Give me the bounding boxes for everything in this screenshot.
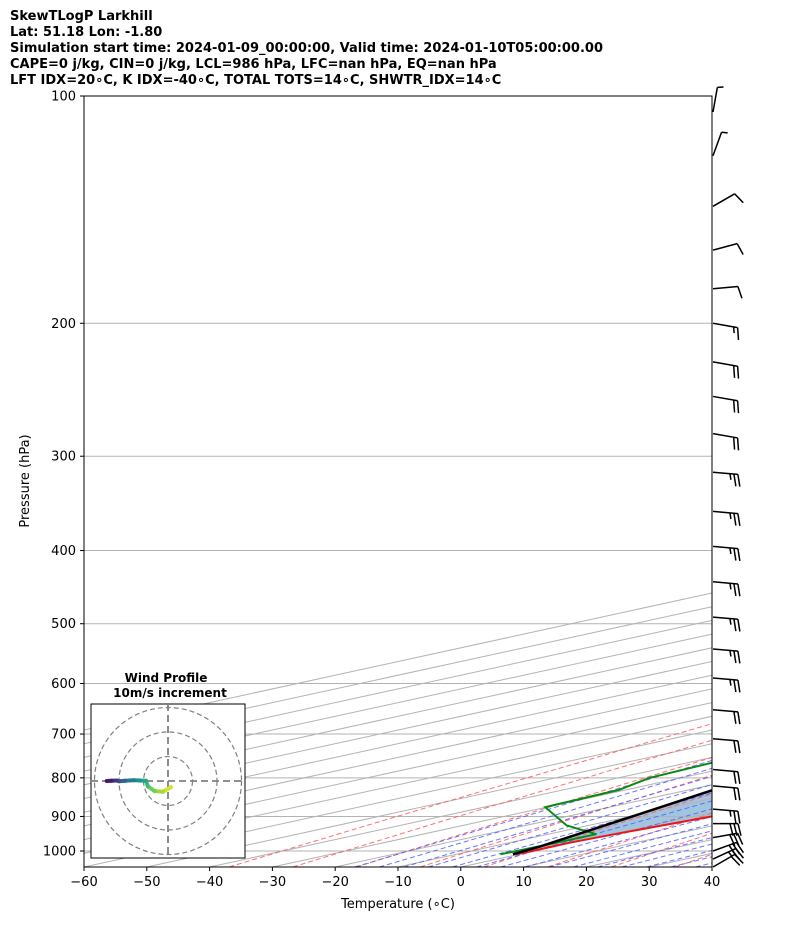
y-tick-label: 700 (51, 728, 76, 743)
moist-adiabat-line (548, 823, 712, 867)
isotherm-gridline (84, 661, 712, 800)
x-tick-label: −50 (133, 875, 160, 890)
moist-adiabat-line (670, 856, 712, 867)
hodograph-subtitle: 10m/s increment (113, 686, 227, 700)
dry-adiabat-line (356, 756, 712, 867)
moist-adiabat-line (427, 784, 712, 867)
moist-adiabat-line (646, 849, 712, 867)
dry-adiabat-line (420, 774, 712, 867)
title-line-1: SkewTLogP Larkhill (10, 9, 153, 24)
moist-adiabat-line (500, 808, 712, 867)
title-line-4: CAPE=0 j/kg, CIN=0 j/kg, LCL=986 hPa, LF… (10, 57, 497, 72)
x-tick-label: −60 (70, 875, 97, 890)
isotherm-gridline (586, 839, 712, 867)
wind-barb (712, 832, 744, 847)
moist-adiabat-line (597, 837, 712, 867)
dry-adiabat-line (229, 723, 712, 867)
isotherm-gridline (711, 866, 712, 867)
x-tick-label: 20 (578, 875, 595, 890)
isotherm-gridline (84, 647, 712, 786)
wind-barb (712, 285, 743, 299)
wind-barb (712, 86, 724, 113)
x-axis-label: Temperature (∘C) (340, 897, 455, 912)
wind-barb (712, 361, 740, 379)
isotherm-gridline (84, 715, 712, 854)
x-tick-label: −40 (196, 875, 223, 890)
dry-adiabat-line (547, 812, 712, 867)
wind-barb (712, 808, 741, 824)
wind-barb (712, 545, 741, 561)
x-tick-label: 0 (457, 875, 465, 890)
y-tick-label: 800 (51, 771, 76, 786)
y-tick-label: 100 (51, 90, 76, 105)
wind-barb (712, 131, 728, 157)
isotherm-gridline (272, 770, 712, 867)
y-tick-label: 500 (51, 617, 76, 632)
wind-barb (712, 616, 741, 632)
dewpoint-line (500, 761, 712, 856)
isotherm-gridline (84, 674, 712, 813)
wind-barb (712, 785, 741, 801)
moist-adiabat-line (379, 767, 712, 867)
moist-adiabat-line (524, 816, 712, 867)
wind-barb (712, 510, 741, 526)
wind-barb (712, 709, 741, 725)
wind-barb (713, 822, 742, 836)
y-tick-label: 1000 (43, 845, 76, 860)
wind-barb (712, 737, 741, 754)
isotherm-gridline (84, 729, 712, 867)
title-line-3: Simulation start time: 2024-01-09_00:00:… (10, 41, 603, 56)
moist-adiabat-line (695, 862, 712, 867)
moist-adiabat-line (720, 96, 794, 867)
wind-barb (712, 395, 740, 414)
title-line-5: LFT IDX=20∘C, K IDX=-40∘C, TOTAL TOTS=14… (10, 73, 502, 88)
isotherm-gridline (335, 784, 712, 867)
dry-adiabat-line (292, 739, 712, 867)
y-tick-label: 200 (51, 317, 76, 332)
dry-adiabat-line (739, 96, 794, 867)
x-tick-label: 40 (704, 875, 721, 890)
moist-adiabat-line (573, 830, 712, 867)
cin-shaded-area (512, 790, 712, 855)
isotherm-gridline (84, 688, 712, 827)
wind-barb (712, 677, 741, 693)
wind-barb (712, 648, 741, 664)
x-tick-label: −20 (321, 875, 348, 890)
y-tick-label: 600 (51, 677, 76, 692)
wind-barb (712, 432, 740, 451)
title-block: SkewTLogP Larkhill Lat: 51.18 Lon: -1.80… (10, 9, 603, 89)
temperature-line (515, 815, 712, 856)
isotherm-gridline (523, 825, 712, 867)
wind-barb (712, 581, 741, 597)
isotherm-gridline (209, 756, 712, 867)
wind-barb (712, 471, 741, 487)
moist-adiabat-line (621, 843, 712, 867)
wind-barb (712, 322, 740, 341)
y-tick-label: 400 (51, 544, 76, 559)
parcel-profile-line (512, 789, 712, 856)
dry-adiabat-line (611, 832, 712, 867)
title-line-2: Lat: 51.18 Lon: -1.80 (10, 25, 163, 40)
isotherm-gridline (649, 852, 712, 867)
y-axis-label: Pressure (hPa) (18, 434, 33, 527)
isotherm-gridline (460, 811, 712, 867)
wind-barb (712, 193, 744, 207)
isotherm-gridline (84, 702, 712, 841)
dry-adiabat-line (483, 793, 712, 867)
moist-adiabat-line (452, 792, 712, 867)
x-tick-label: 10 (515, 875, 532, 890)
wind-barb (712, 242, 744, 255)
wind-barb (712, 768, 741, 785)
y-tick-label: 300 (51, 450, 76, 465)
moist-adiabat-line (476, 800, 712, 867)
moist-adiabat-line (354, 759, 712, 867)
hodograph-title: Wind Profile (125, 671, 208, 685)
y-tick-label: 900 (51, 810, 76, 825)
x-tick-label: −30 (259, 875, 286, 890)
x-tick-label: −10 (384, 875, 411, 890)
x-tick-label: 30 (641, 875, 658, 890)
